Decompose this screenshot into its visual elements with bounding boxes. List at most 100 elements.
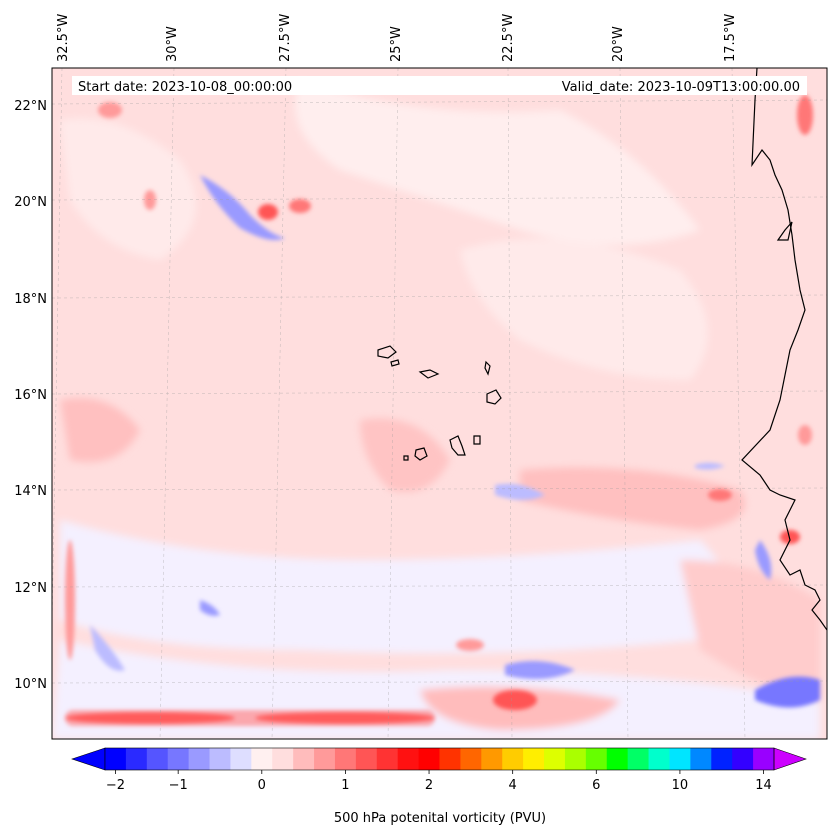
lat-label: 20°N bbox=[14, 195, 47, 210]
start-date-label: Start date: 2023-10-08_00:00:00 bbox=[78, 80, 292, 95]
latitude-labels: 22°N 20°N 18°N 16°N 14°N 12°N 10°N bbox=[14, 99, 47, 692]
red-blob bbox=[98, 102, 122, 118]
lon-label: 22.5°W bbox=[501, 14, 516, 62]
colorbar-segment bbox=[544, 748, 566, 770]
colorbar-segment bbox=[334, 748, 357, 770]
blue-streak bbox=[695, 462, 725, 470]
lat-label: 10°N bbox=[14, 677, 47, 692]
colorbar-segment bbox=[711, 748, 733, 770]
colorbar-segment bbox=[251, 748, 273, 770]
colorbar-segment bbox=[481, 748, 503, 770]
lat-label: 14°N bbox=[14, 484, 47, 499]
header-bar: Start date: 2023-10-08_00:00:00 Valid_da… bbox=[72, 76, 807, 95]
colorbar-segments bbox=[105, 748, 775, 770]
island-fogo bbox=[414, 447, 428, 461]
lat-label: 22°N bbox=[14, 99, 47, 114]
lon-label: 30°W bbox=[165, 26, 180, 62]
island-sal bbox=[484, 360, 491, 376]
colorbar-over-arrow bbox=[773, 747, 807, 771]
light-patch bbox=[60, 118, 196, 260]
colorbar: −2 −1 0 1 2 4 6 10 14 500 hPa potenital vorticit… bbox=[71, 747, 807, 826]
island-sao-vicente bbox=[390, 359, 400, 367]
red-blob bbox=[780, 530, 800, 544]
colorbar-segment bbox=[753, 748, 775, 770]
colorbar-tick-label: 0 bbox=[258, 778, 266, 793]
red-blob bbox=[797, 95, 813, 135]
lon-label: 20°W bbox=[611, 26, 626, 62]
blue-streak bbox=[755, 540, 772, 580]
island-santo-antao bbox=[377, 345, 397, 359]
island-sao-nicolau bbox=[418, 369, 440, 379]
colorbar-segment bbox=[648, 748, 670, 770]
pink-patch bbox=[520, 467, 745, 530]
colorbar-segment bbox=[418, 748, 440, 770]
blue-streak bbox=[90, 625, 125, 671]
longitude-labels: 32.5°W 30°W 27.5°W 25°W 22.5°W 20°W 17.5… bbox=[56, 14, 738, 62]
pink-patch bbox=[360, 418, 450, 492]
colorbar-segment bbox=[125, 748, 148, 770]
colorbar-tick-label: 1 bbox=[341, 778, 349, 793]
island-maio bbox=[473, 435, 481, 445]
lat-label: 12°N bbox=[14, 581, 47, 596]
red-blob bbox=[798, 425, 812, 445]
red-blob bbox=[144, 190, 156, 210]
blue-streak bbox=[505, 661, 575, 679]
lat-label: 18°N bbox=[14, 292, 47, 307]
colorbar-segment bbox=[627, 748, 650, 770]
colorbar-segment bbox=[397, 748, 420, 770]
colorbar-tick-label: 6 bbox=[592, 778, 600, 793]
colorbar-label: 500 hPa potenital vorticity (PVU) bbox=[334, 811, 546, 826]
red-blob bbox=[456, 639, 484, 651]
light-patch bbox=[60, 520, 730, 654]
lon-label: 27.5°W bbox=[278, 14, 293, 62]
colorbar-segment bbox=[376, 748, 399, 770]
colorbar-segment bbox=[146, 748, 169, 770]
colorbar-segment bbox=[669, 748, 691, 770]
red-blob bbox=[708, 489, 732, 501]
colorbar-ticks: −2 −1 0 1 2 4 6 10 14 bbox=[106, 770, 772, 793]
colorbar-segment bbox=[606, 748, 629, 770]
colorbar-segment bbox=[293, 748, 315, 770]
red-blob bbox=[258, 204, 278, 220]
light-patch bbox=[460, 238, 708, 380]
blue-streak bbox=[755, 676, 820, 708]
lon-label: 25°W bbox=[389, 26, 404, 62]
blue-streak bbox=[200, 600, 220, 616]
colorbar-segment bbox=[272, 748, 294, 770]
colorbar-tick-label: −2 bbox=[106, 778, 125, 793]
cape-verde-islands bbox=[377, 345, 502, 461]
colorbar-frame bbox=[104, 747, 775, 771]
lon-label: 17.5°W bbox=[723, 14, 738, 62]
island-boa-vista bbox=[486, 389, 502, 405]
colorbar-segment bbox=[585, 748, 608, 770]
colorbar-tick-label: 2 bbox=[425, 778, 433, 793]
colorbar-segment bbox=[460, 748, 482, 770]
colorbar-segment bbox=[230, 748, 252, 770]
colorbar-segment bbox=[690, 748, 712, 770]
blue-streak bbox=[200, 175, 285, 241]
map-frame bbox=[51, 67, 828, 740]
gridlines bbox=[52, 68, 827, 739]
coastline bbox=[741, 68, 827, 631]
colorbar-segment bbox=[314, 748, 336, 770]
colorbar-segment bbox=[188, 748, 211, 770]
colorbar-segment bbox=[355, 748, 378, 770]
colorbar-tick-label: 10 bbox=[672, 778, 689, 793]
colorbar-tick-label: −1 bbox=[169, 778, 188, 793]
africa-coastline bbox=[741, 68, 827, 631]
colorbar-segment bbox=[105, 748, 127, 770]
colorbar-segment bbox=[502, 748, 524, 770]
pink-patch bbox=[680, 560, 820, 700]
blue-streak bbox=[495, 483, 545, 500]
colorbar-segment bbox=[732, 748, 754, 770]
light-patch bbox=[295, 80, 700, 245]
colorbar-tick-label: 4 bbox=[509, 778, 517, 793]
lon-label: 32.5°W bbox=[56, 14, 71, 62]
colorbar-segment bbox=[439, 748, 461, 770]
red-blob bbox=[493, 690, 537, 710]
pink-patch bbox=[60, 398, 140, 462]
colorbar-segment bbox=[209, 748, 231, 770]
pv-field bbox=[52, 68, 827, 739]
red-band bbox=[65, 710, 435, 726]
